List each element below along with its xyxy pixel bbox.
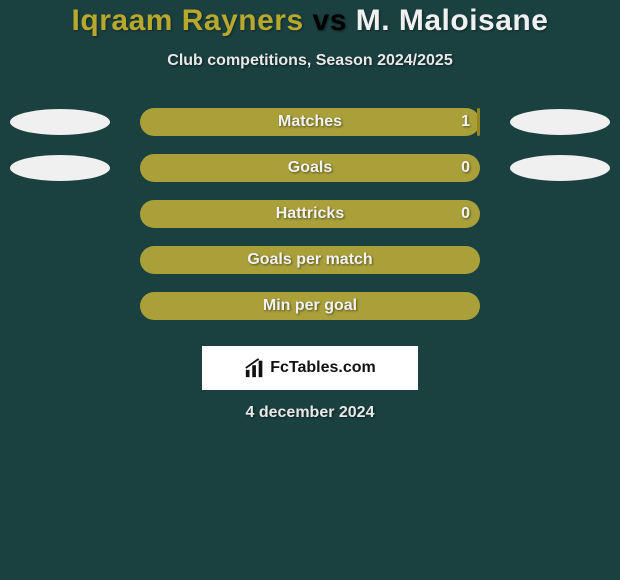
player2-name: M. Maloisane	[356, 4, 549, 37]
logo-box[interactable]: FcTables.com	[202, 346, 418, 390]
stat-row: Goals0	[0, 154, 620, 200]
page-title: Iqraam Rayners vs M. Maloisane	[0, 4, 620, 38]
stat-label: Goals	[140, 154, 480, 182]
player1-name: Iqraam Rayners	[72, 4, 304, 37]
stat-value-right: 0	[461, 200, 470, 228]
player-ellipse-left	[10, 155, 110, 181]
comparison-card: Iqraam Rayners vs M. Maloisane Club comp…	[0, 0, 620, 580]
stat-label: Min per goal	[140, 292, 480, 320]
stat-row: Matches1	[0, 108, 620, 154]
player-ellipse-left	[10, 109, 110, 135]
date-text: 4 december 2024	[0, 404, 620, 422]
subtitle: Club competitions, Season 2024/2025	[0, 52, 620, 70]
stat-label: Hattricks	[140, 200, 480, 228]
stats-container: Matches1Goals0Hattricks0Goals per matchM…	[0, 108, 620, 338]
stat-value-right: 1	[461, 108, 470, 136]
logo-text: FcTables.com	[270, 359, 376, 377]
vs-text: vs	[304, 4, 356, 37]
stat-label: Goals per match	[140, 246, 480, 274]
stat-value-right: 0	[461, 154, 470, 182]
stat-row: Goals per match	[0, 246, 620, 292]
player-ellipse-right	[510, 155, 610, 181]
chart-icon	[244, 357, 266, 379]
player-ellipse-right	[510, 109, 610, 135]
stat-row: Min per goal	[0, 292, 620, 338]
stat-label: Matches	[140, 108, 480, 136]
stat-row: Hattricks0	[0, 200, 620, 246]
